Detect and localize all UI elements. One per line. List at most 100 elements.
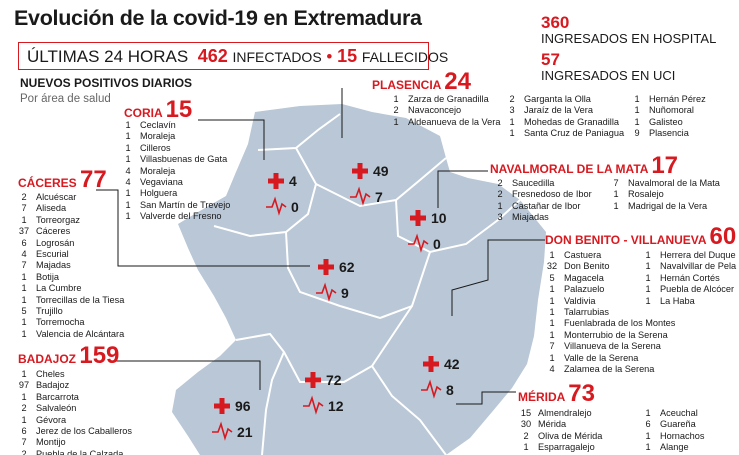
area-title-badajoz: BADAJOZ 159 xyxy=(18,342,119,370)
locality-count: 1 xyxy=(125,199,131,210)
locality-name: Fuenlabrada de los Montes xyxy=(564,318,676,329)
locality-name: Zalamea de la Serena xyxy=(564,363,655,374)
locality-name: Logrosán xyxy=(36,237,75,248)
locality-name: Hornachos xyxy=(660,430,705,441)
locality-name: Cilleros xyxy=(140,142,171,153)
area-total: 60 xyxy=(709,223,737,250)
locality-name: Talarrubias xyxy=(564,306,609,317)
locality-row: 1 Aldeanueva de la Vera xyxy=(384,117,500,128)
locality-row: 6 Logrosán xyxy=(12,238,124,249)
locality-count: 97 xyxy=(18,380,30,391)
area-title-caceres: CÁCERES 77 xyxy=(18,166,107,194)
locality-count: 1 xyxy=(21,414,27,425)
locality-row: 1 Puebla de Alcócer xyxy=(636,284,736,295)
locality-count: 1 xyxy=(125,142,131,153)
icu-value: 57 xyxy=(541,50,560,69)
area-total: 24 xyxy=(444,68,471,95)
locality-row: 4 Moraleja xyxy=(116,166,230,177)
area-name: DON BENITO - VILLANUEVA xyxy=(545,233,707,247)
locality-count: 7 xyxy=(21,437,27,448)
locality-count: 1 xyxy=(645,442,651,453)
locality-list-navalmoral-col1: 2 Saucedilla 2 Fresnedoso de Ibor 1 Castañar … xyxy=(488,178,591,224)
locality-name: Puebla de la Calzada xyxy=(36,448,124,455)
locality-name: Mohedas de Granadilla xyxy=(524,116,619,127)
locality-count: 30 xyxy=(520,419,532,430)
locality-count: 7 xyxy=(21,203,27,214)
red-cross-icon xyxy=(310,372,316,388)
area-name: MÉRIDA xyxy=(518,390,565,404)
locality-count: 1 xyxy=(549,250,555,260)
locality-row: 1 Holguera xyxy=(116,188,230,199)
area-name: NAVALMORAL DE LA MATA xyxy=(490,162,648,176)
new-cases-value: 96 xyxy=(235,398,251,414)
locality-count: 1 xyxy=(21,214,27,225)
locality-name: Castuera xyxy=(564,250,602,260)
locality-count: 1 xyxy=(125,188,131,199)
leader-lines xyxy=(96,88,545,405)
locality-row: 1 Torrecillas de la Tiesa xyxy=(12,295,124,306)
locality-name: Zarza de Granadilla xyxy=(408,94,489,104)
locality-name: Don Benito xyxy=(564,261,610,272)
locality-count: 2 xyxy=(21,448,27,455)
locality-row: 1 Esparragalejo xyxy=(514,442,602,453)
red-cross-icon xyxy=(428,356,434,372)
pulse-icon xyxy=(316,282,337,302)
locality-count: 2 xyxy=(21,403,27,414)
locality-row: 1 Gévora xyxy=(12,415,132,426)
locality-name: Moraleja xyxy=(140,165,176,176)
pulse-icon xyxy=(350,186,371,206)
locality-row: 1 Cilleros xyxy=(116,143,230,154)
locality-name: Saucedilla xyxy=(512,178,555,188)
locality-count: 1 xyxy=(125,120,131,130)
locality-count: 5 xyxy=(21,305,27,316)
deaths-value: 9 xyxy=(341,285,349,301)
locality-name: Valle de la Serena xyxy=(564,352,639,363)
locality-count: 1 xyxy=(21,369,27,379)
new-cases-value: 62 xyxy=(339,259,355,275)
locality-name: Alange xyxy=(660,442,689,453)
locality-name: Cheles xyxy=(36,369,65,379)
locality-row: 1 Santa Cruz de Paniagua xyxy=(500,128,624,139)
locality-count: 1 xyxy=(393,94,399,104)
locality-name: Rosalejo xyxy=(628,189,664,200)
locality-count: 1 xyxy=(125,211,131,222)
locality-name: Puebla de Alcócer xyxy=(660,284,735,295)
area-total: 77 xyxy=(80,166,107,193)
locality-name: Navalmoral de la Mata xyxy=(628,178,720,188)
locality-name: Valverde del Fresno xyxy=(140,211,222,222)
locality-row: 1 Valdivia xyxy=(540,296,675,307)
pulse-icon xyxy=(212,421,233,441)
subtitle: NUEVOS POSITIVOS DIARIOS xyxy=(20,76,193,90)
locality-count: 1 xyxy=(645,250,651,260)
locality-count: 9 xyxy=(634,128,640,139)
locality-list-caceres: 2 Alcuéscar 7 Aliseda 1 Torreorgaz 37 Cáceres 6 L… xyxy=(12,192,124,340)
header-summary: ÚLTIMAS 24 HORAS 462 INFECTADOS • 15 FAL… xyxy=(27,46,448,67)
locality-row: 2 Oliva de Mérida xyxy=(514,431,602,442)
locality-count: 1 xyxy=(645,408,651,418)
locality-row: 1 La Cumbre xyxy=(12,283,124,294)
locality-list-merida-col2: 1 Aceuchal 6 Guareña 1 Hornachos 1 Alange xyxy=(636,408,704,454)
locality-count: 1 xyxy=(393,116,399,127)
locality-count: 32 xyxy=(546,261,558,272)
locality-row: 1 Monterrubio de la Serena xyxy=(540,330,675,341)
locality-count: 1 xyxy=(645,430,651,441)
deaths-value: 12 xyxy=(328,398,344,414)
locality-row: 7 Majadas xyxy=(12,260,124,271)
locality-count: 1 xyxy=(21,391,27,402)
locality-count: 1 xyxy=(125,131,131,142)
locality-name: Castañar de Ibor xyxy=(512,200,581,211)
locality-count: 1 xyxy=(21,317,27,328)
locality-count: 37 xyxy=(18,226,30,237)
locality-count: 2 xyxy=(393,105,399,116)
locality-row: 5 Trujillo xyxy=(12,306,124,317)
locality-row: 6 Guareña xyxy=(636,419,704,430)
locality-row: 1 Aceuchal xyxy=(636,408,704,419)
locality-count: 6 xyxy=(21,237,27,248)
area-name: BADAJOZ xyxy=(18,352,77,366)
locality-count: 4 xyxy=(125,176,131,187)
locality-count: 15 xyxy=(520,408,532,418)
locality-count: 7 xyxy=(549,341,555,352)
locality-count: 6 xyxy=(21,425,27,436)
locality-name: Nuñomoral xyxy=(649,105,694,116)
locality-row: 1 Madrigal de la Vera xyxy=(604,201,720,212)
